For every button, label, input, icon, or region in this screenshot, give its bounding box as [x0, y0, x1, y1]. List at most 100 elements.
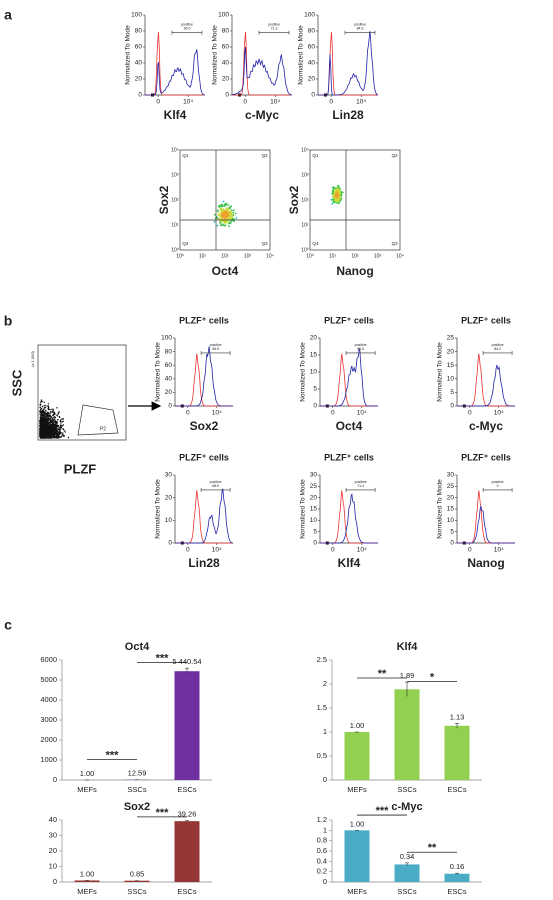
event-dot	[57, 419, 59, 421]
event-dot	[46, 434, 48, 436]
y-axis-label: Normalized To Mode	[298, 25, 305, 85]
event-dot	[59, 432, 62, 434]
event-dot	[220, 213, 223, 216]
event-dot	[45, 418, 48, 421]
event-dot	[220, 207, 223, 210]
event-dot	[334, 199, 337, 201]
y-axis-label: Normalized To Mode	[437, 342, 444, 402]
event-dot	[333, 192, 336, 195]
y-tick-label: 0	[168, 540, 172, 547]
x-tick-label: SSCs	[397, 785, 416, 794]
y-tick-label: 10⁴	[171, 147, 179, 153]
event-dot	[58, 430, 61, 433]
marker-label: Lin28	[332, 108, 364, 122]
event-dot	[43, 431, 46, 433]
gate-value: 71.3	[271, 27, 278, 31]
event-dot	[216, 216, 219, 219]
quadrant-label: Q4	[312, 241, 319, 246]
event-dot	[46, 435, 49, 437]
y-tick-label: 25	[447, 335, 455, 342]
event-dot	[49, 415, 51, 418]
y-tick-label: 10²	[301, 197, 309, 203]
event-dot	[51, 408, 53, 411]
event-dot	[39, 432, 42, 434]
y-tick-label: 10	[447, 517, 455, 524]
plot-frame	[37, 344, 127, 441]
event-dot	[41, 418, 43, 421]
event-dot	[47, 407, 49, 410]
event-dot	[40, 414, 42, 416]
y-tick-label: 20	[135, 76, 143, 83]
event-dot	[46, 412, 48, 415]
event-dot	[224, 203, 227, 205]
event-dot	[44, 426, 46, 428]
event-dot	[50, 420, 52, 423]
event-dot	[62, 432, 64, 434]
event-dot	[55, 422, 57, 424]
y-tick-label: 40	[165, 376, 173, 383]
y-tick-label: 6000	[40, 655, 57, 664]
event-dot	[47, 411, 49, 414]
event-dot	[225, 221, 227, 224]
event-dot	[55, 427, 58, 429]
event-dot	[47, 432, 50, 434]
x-tick-label: ESCs	[177, 887, 196, 896]
event-dot	[43, 414, 45, 417]
value-label: 1.00	[350, 721, 365, 730]
event-dot	[338, 189, 340, 192]
gate-value: 90.0	[184, 27, 191, 31]
y-tick-label: 20	[308, 76, 316, 83]
value-label: 1.13	[450, 712, 465, 721]
event-dot	[44, 406, 47, 409]
y-tick-label: 15	[447, 362, 455, 369]
control-curve	[145, 32, 205, 96]
y-tick-label: 25	[447, 483, 455, 490]
event-dot	[41, 406, 44, 408]
event-dot	[333, 200, 336, 203]
event-dot	[47, 403, 50, 405]
value-label: 0.85	[130, 870, 145, 879]
event-dot	[45, 409, 47, 412]
event-dot	[46, 425, 49, 428]
event-dot	[334, 190, 337, 193]
chart-title: c-Myc	[391, 801, 422, 813]
event-dot	[213, 213, 216, 216]
x-tick-label: 10⁴	[266, 253, 274, 259]
event-dot	[50, 435, 52, 437]
bar	[174, 821, 200, 882]
event-dot	[48, 423, 51, 425]
x-tick-label: 10⁴	[212, 410, 222, 417]
y-tick-label: 100	[131, 12, 142, 19]
event-dot	[56, 430, 58, 433]
y-tick-label: 0	[323, 877, 327, 886]
event-dot	[223, 216, 226, 219]
x-tick-label: ESCs	[447, 887, 466, 896]
value-label: 1.00	[80, 869, 95, 878]
event-dot	[49, 414, 51, 416]
value-label: 1.89	[400, 671, 415, 680]
y-tick-label: 60	[135, 44, 143, 51]
x-tick-label: 0	[186, 547, 190, 554]
histogram-title: PLZF⁺ cells	[179, 315, 229, 325]
event-dot	[62, 424, 65, 426]
panel-label: b	[4, 313, 13, 329]
x-tick-label: ESCs	[447, 785, 466, 794]
event-dot	[213, 220, 216, 223]
y-tick-label: 0	[313, 540, 317, 547]
y-tick-label: 10⁴	[301, 147, 309, 153]
event-dot	[41, 410, 44, 412]
event-dot	[47, 408, 50, 411]
y-tick-label: 20	[165, 389, 173, 396]
event-dot	[332, 190, 334, 193]
y-tick-label: 2000	[40, 735, 57, 744]
gate-label: positive	[355, 480, 367, 484]
event-dot	[43, 428, 45, 430]
event-dot	[57, 412, 59, 415]
y-tick-label: 10	[165, 517, 173, 524]
y-axis-label: Normalized To Mode	[212, 25, 219, 85]
event-dot	[226, 215, 229, 218]
event-dot	[55, 436, 58, 439]
gate-polygon	[77, 404, 119, 436]
event-dot	[221, 220, 223, 223]
y-tick-label: 20	[165, 494, 173, 501]
